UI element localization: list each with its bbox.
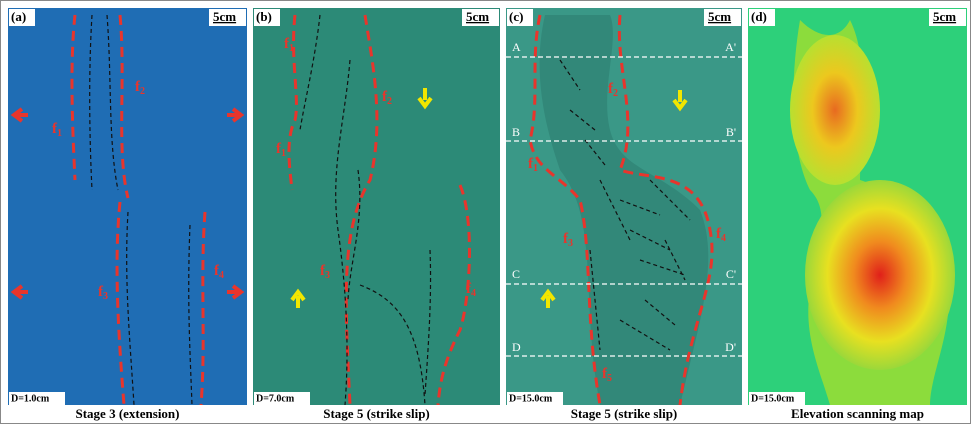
panel-label: (b) bbox=[256, 9, 272, 24]
figure: (a)5cmD=1.0cmStage 3 (extension)f1f2f3f4… bbox=[0, 0, 971, 424]
caption: Stage 3 (extension) bbox=[76, 406, 180, 421]
fault-sub: 3 bbox=[103, 291, 108, 302]
fault-sub: 5 bbox=[607, 373, 612, 384]
panel-label: (c) bbox=[509, 9, 523, 24]
section-label: A bbox=[512, 40, 521, 54]
caption: Elevation scanning map bbox=[791, 406, 924, 421]
panel-d-image bbox=[748, 8, 967, 405]
panel-label: (a) bbox=[11, 9, 26, 24]
fault-sub: 2 bbox=[387, 96, 392, 107]
fault-sub: 4 bbox=[471, 288, 476, 299]
depth-label: D=1.0cm bbox=[11, 393, 50, 404]
section-label: C' bbox=[726, 267, 736, 281]
caption: Stage 5 (strike slip) bbox=[323, 406, 430, 421]
caption: Stage 5 (strike slip) bbox=[571, 406, 678, 421]
fault-sub: 4 bbox=[219, 270, 224, 281]
section-label: A' bbox=[725, 40, 736, 54]
depth-label: D=15.0cm bbox=[751, 393, 795, 404]
fault-sub: 1 bbox=[281, 148, 286, 159]
panel-b-image bbox=[253, 8, 500, 405]
depth-label: D=7.0cm bbox=[256, 393, 295, 404]
scale-label: 5cm bbox=[708, 9, 731, 24]
panel-a-image bbox=[8, 8, 247, 405]
scale-label: 5cm bbox=[213, 9, 236, 24]
fault-sub: 1 bbox=[289, 43, 294, 54]
section-label: B' bbox=[726, 125, 736, 139]
fault-sub: 4 bbox=[721, 233, 726, 244]
scale-label: 5cm bbox=[933, 9, 956, 24]
panel-label: (d) bbox=[751, 9, 767, 24]
panel-c-image bbox=[506, 8, 742, 405]
fault-sub: 1 bbox=[533, 163, 538, 174]
section-label: C bbox=[512, 267, 520, 281]
section-label: D' bbox=[725, 340, 736, 354]
section-label: D bbox=[512, 340, 521, 354]
fault-sub: 2 bbox=[613, 88, 618, 99]
section-label: B bbox=[512, 125, 520, 139]
depth-label: D=15.0cm bbox=[509, 393, 553, 404]
fault-sub: 2 bbox=[140, 86, 145, 97]
fault-sub: 1 bbox=[57, 128, 62, 139]
scale-label: 5cm bbox=[466, 9, 489, 24]
fault-sub: 3 bbox=[325, 270, 330, 281]
fault-sub: 3 bbox=[568, 238, 573, 249]
